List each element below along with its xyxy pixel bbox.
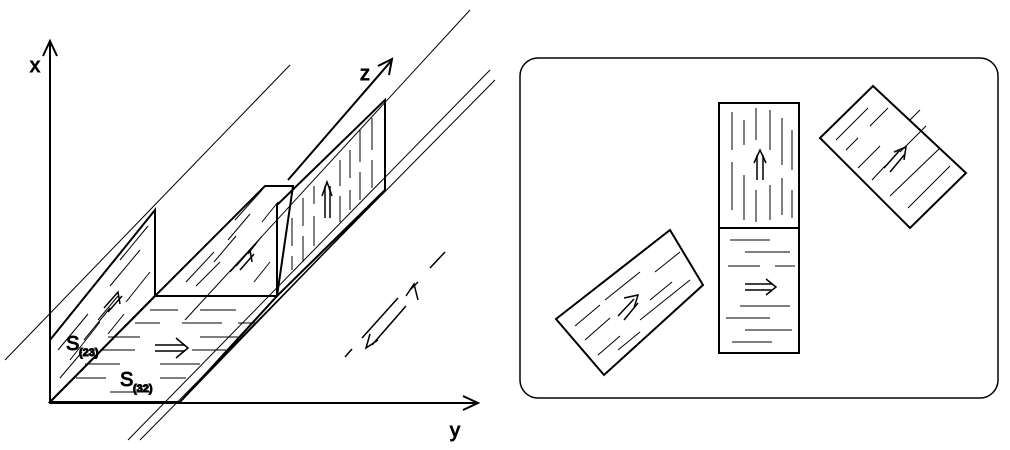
top-block-arrowhead [753,148,767,164]
face-s23-double-arrow-2 [107,295,123,313]
shear-arrows-dashed [344,251,446,358]
middle-inclined-face [152,185,295,297]
bottom-block-hatching [726,239,795,343]
left-3d-figure: x y z S (23) S (32) [4,9,496,443]
background-diagonals [4,9,496,441]
middle-face-outline [152,185,295,297]
lower-left-block-hatching [574,251,691,356]
lower-left-block-arrowhead [623,293,640,309]
label-s32: S (32) [120,369,154,396]
label-s32-base: S [120,369,133,391]
label-s23: S (23) [66,333,100,360]
right-element-panel [519,57,999,399]
shear-arrowhead-down [364,333,379,350]
label-s32-subscript: (32) [133,383,153,395]
bottom-block-arrowhead [765,278,778,296]
lower-left-rotated-block [554,228,705,377]
upper-right-block-arrow-shaft-2 [889,153,906,173]
z-axis-arrowhead [377,57,394,76]
bottom-block-outline [718,227,800,354]
y-axis-label: y [450,420,460,442]
upper-right-rotated-block [818,84,968,230]
lower-left-block-arrow-shaft-1 [617,298,635,317]
face-s32-hatching [76,309,256,393]
panel-frame [519,57,999,399]
face-s23-hatching [57,225,151,379]
top-block-outline [718,102,800,229]
top-vertical-block [718,102,800,229]
upper-right-block-arrowhead [893,145,907,161]
middle-face-hatching [185,189,279,287]
middle-face-double-arrow-2 [239,253,255,271]
shear-arrowhead-up [405,282,419,301]
y-axis-arrowhead [462,395,481,411]
rear-face-hatching [291,118,373,270]
rear-vertical-face [265,97,386,299]
bottom-vertical-block [718,227,800,354]
z-axis [287,59,393,181]
label-s23-subscript: (23) [79,347,99,359]
face-s32-arrowhead [175,337,190,359]
x-axis-label: x [30,55,40,77]
upper-right-block-outline [818,84,968,230]
label-s23-base: S [66,333,79,355]
z-axis-label: z [360,63,370,85]
face-s23-outline [49,207,156,405]
diagonal-guide-edge [179,189,386,403]
upper-right-block-arrow-shaft-1 [883,149,901,169]
face-s23 [49,207,156,405]
x-axis-arrowhead [42,38,58,57]
lower-left-block-outline [554,228,705,377]
top-block-hatching [731,108,793,222]
axes [42,38,481,411]
rear-face-outline [276,97,386,299]
lower-left-block-arrow-shaft-2 [623,302,639,321]
